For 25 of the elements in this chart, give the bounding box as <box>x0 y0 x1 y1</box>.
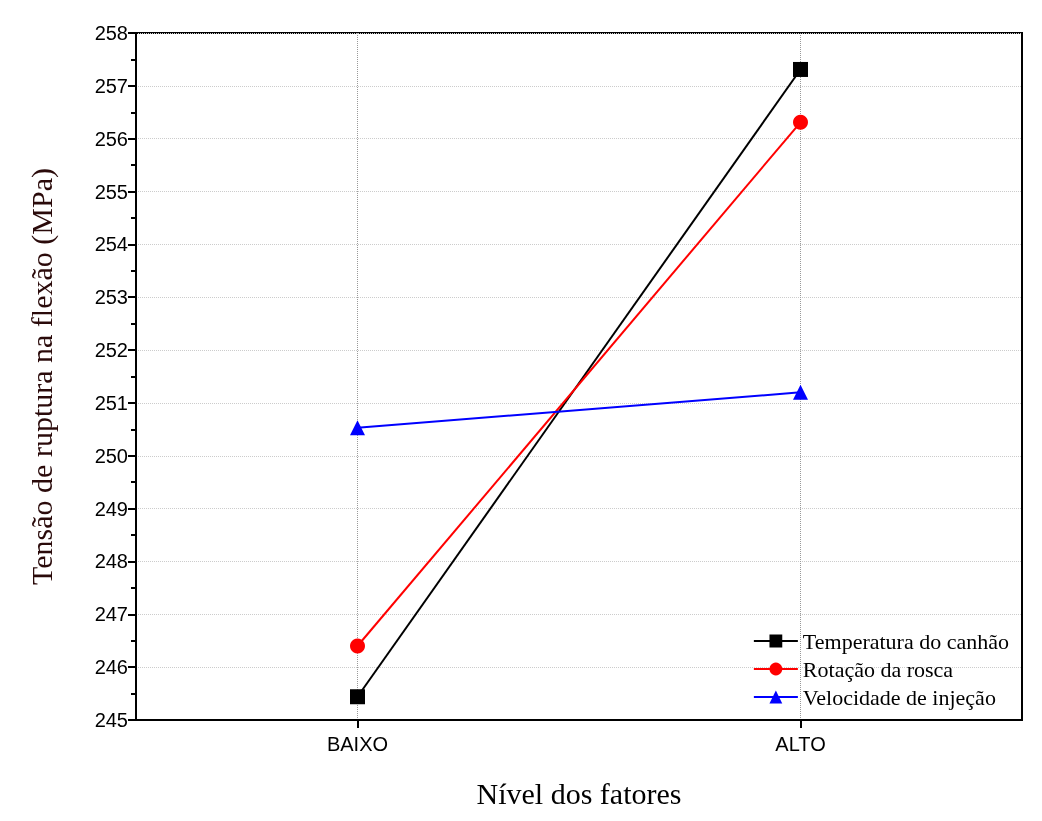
legend-label: Rotação da rosca <box>802 656 954 682</box>
legend-label: Temperatura do canhão <box>802 628 1010 654</box>
y-tick-label: 247 <box>94 603 128 626</box>
y-tick-label: 257 <box>94 74 128 97</box>
point <box>793 61 808 77</box>
x-tick-label: BAIXO <box>326 733 389 755</box>
x-tick-label: ALTO <box>775 733 826 755</box>
x-axis-title: Nível dos fatores <box>476 776 682 810</box>
point <box>793 114 808 130</box>
y-tick-label: 252 <box>94 339 128 362</box>
y-tick-label: 258 <box>94 22 128 44</box>
y-tick-label: 248 <box>94 550 128 573</box>
y-tick-label: 251 <box>94 391 128 414</box>
y-axis-title: Tensão de ruptura na flexão (MPa) <box>24 168 59 585</box>
legend-label: Velocidade de injeção <box>802 684 996 710</box>
y-tick-label: 256 <box>94 127 128 150</box>
y-tick-label: 255 <box>94 180 128 203</box>
y-tick-label: 253 <box>94 286 128 309</box>
y-tick-label: 249 <box>94 497 128 520</box>
y-tick-label: 245 <box>94 709 128 731</box>
point <box>350 689 365 705</box>
point <box>350 638 365 654</box>
y-tick-label: 250 <box>94 444 128 467</box>
y-tick-label: 254 <box>94 233 128 256</box>
y-tick-label: 246 <box>94 656 128 679</box>
